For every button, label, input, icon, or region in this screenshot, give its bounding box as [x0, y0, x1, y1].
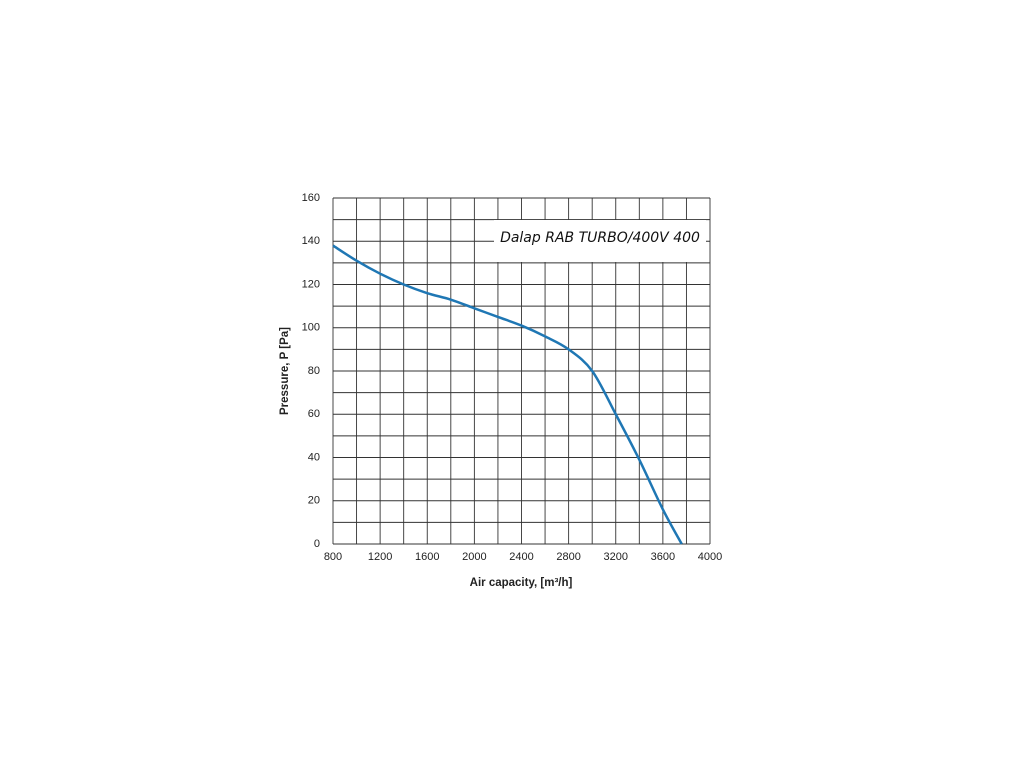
- y-tick-label: 100: [302, 322, 320, 334]
- x-tick-label: 2000: [462, 551, 486, 563]
- x-tick-label: 4000: [698, 551, 722, 563]
- y-tick-label: 20: [308, 495, 320, 507]
- x-axis-label: Air capacity, [m³/h]: [470, 577, 573, 589]
- x-tick-label: 1200: [368, 551, 392, 563]
- x-tick-label: 3600: [651, 551, 675, 563]
- y-tick-label: 140: [302, 235, 320, 247]
- x-tick-label: 800: [324, 551, 342, 563]
- title-box: [494, 220, 706, 262]
- y-tick-label: 120: [302, 278, 320, 290]
- chart-title: Dalap RAB TURBO/400V 400: [500, 230, 700, 246]
- x-tick-label: 2400: [509, 551, 533, 563]
- y-axis-label: Pressure, P [Pa]: [279, 327, 291, 415]
- curve: [332, 244, 683, 545]
- y-tick-label: 80: [308, 365, 320, 377]
- y-tick-label: 0: [314, 538, 320, 550]
- x-tick-label: 3200: [604, 551, 628, 563]
- y-tick-label: 60: [308, 408, 320, 420]
- x-tick-label: 1600: [415, 551, 439, 563]
- x-tick-label: 2800: [556, 551, 580, 563]
- y-tick-label: 40: [308, 451, 320, 463]
- y-tick-label: 160: [302, 192, 320, 204]
